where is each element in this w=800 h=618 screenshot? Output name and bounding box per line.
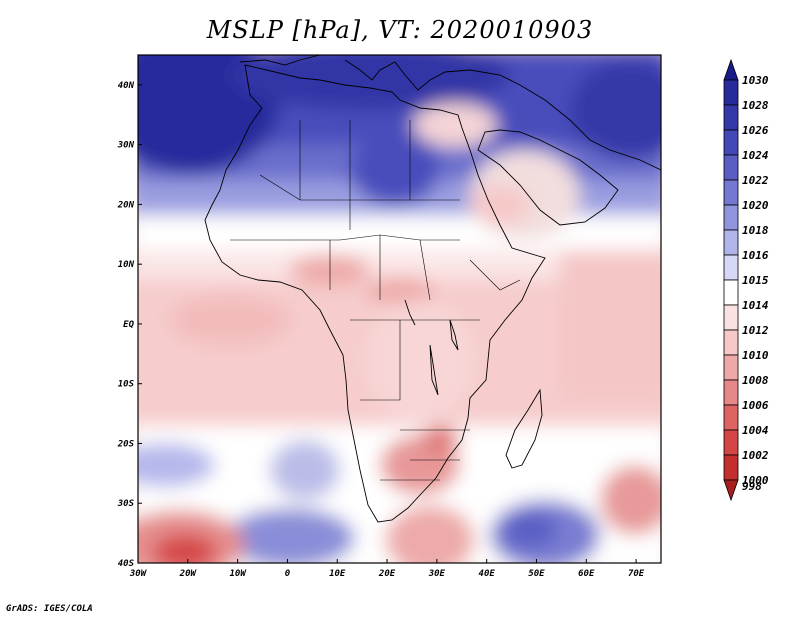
colorbar-label: 1008 [742, 374, 769, 387]
colorbar-swatch [723, 229, 739, 256]
lon-tick-label: 10E [329, 569, 346, 579]
colorbar-swatch [723, 379, 739, 406]
lon-tick-label: 20W [179, 569, 198, 579]
colorbar-label: 1018 [742, 224, 769, 237]
lat-tick-label: 10N [118, 260, 135, 270]
colorbar-swatch [723, 404, 739, 431]
lon-tick-label: 30E [428, 569, 446, 579]
colorbar-swatch [723, 129, 739, 156]
colorbar-swatch [723, 279, 739, 306]
colorbar-label: 1026 [742, 124, 769, 137]
colorbar-label: 1030 [742, 74, 769, 87]
colorbar-label: 998 [742, 480, 762, 493]
lat-tick-label: 30S [117, 499, 135, 509]
colorbar-legend: 1030 1028 1026 1024 1022 1020 1018 1016 1015 1014… [723, 58, 769, 502]
lon-tick-label: 0 [285, 569, 291, 579]
axis-ticks: 30W 20W 10W 0 10E 20E 30E 40E 50E 60E 70E 40N 30N 20N… [117, 81, 645, 579]
lon-tick-label: 10W [229, 569, 247, 579]
colorbar-swatch [723, 179, 739, 206]
colorbar-swatch [723, 354, 739, 381]
colorbar-swatch [723, 79, 739, 106]
lon-tick-label: 40E [479, 569, 496, 579]
colorbar-label: 1006 [742, 399, 769, 412]
colorbar-label: 1000 [742, 474, 769, 487]
colorbar-label: 1014 [742, 299, 769, 312]
colorbar-swatch [723, 454, 739, 481]
map-title: MSLP [hPa], VT: 2020010903 [206, 16, 594, 44]
lat-tick-label: 20S [117, 439, 135, 449]
colorbar-label: 1012 [742, 324, 769, 337]
lat-tick-label: 40S [118, 559, 135, 569]
lat-tick-label: EQ [123, 320, 134, 330]
lat-tick-label: 40N [118, 81, 135, 91]
colorbar-swatch [723, 304, 739, 331]
colorbar-label: 1028 [742, 99, 769, 112]
colorbar-label: 1022 [742, 174, 769, 187]
lat-tick-label: 20N [117, 200, 135, 210]
lon-tick-label: 60E [578, 569, 595, 579]
pressure-field [138, 55, 661, 563]
colorbar-label: 1020 [742, 199, 769, 212]
grads-credit: GrADS: IGES/COLA [6, 604, 93, 614]
colorbar-top-arrow [723, 58, 739, 81]
country-borders [230, 120, 521, 481]
colorbar-label: 1024 [742, 149, 769, 162]
colorbar-label: 1002 [742, 449, 769, 462]
lat-tick-label: 30N [117, 141, 135, 151]
colorbar-swatch [723, 429, 739, 456]
lat-tick-label: 10S [118, 380, 135, 390]
map-frame [137, 54, 662, 564]
colorbar-label: 1015 [742, 274, 769, 287]
colorbar-swatch [723, 204, 739, 231]
colorbar-label: 1016 [742, 249, 769, 262]
colorbar-swatch [723, 254, 739, 281]
colorbar-label: 1010 [742, 349, 769, 362]
colorbar-bottom-arrow [723, 479, 739, 502]
lon-tick-label: 20E [378, 569, 396, 579]
colorbar-swatch [723, 329, 739, 356]
colorbar-swatch [723, 154, 739, 181]
lon-tick-label: 30W [129, 569, 148, 579]
lon-tick-label: 70E [628, 569, 645, 579]
colorbar-label: 1004 [742, 424, 769, 437]
colorbar-swatch [723, 104, 739, 131]
lon-tick-label: 50E [528, 569, 545, 579]
land-outlines [204, 55, 661, 523]
